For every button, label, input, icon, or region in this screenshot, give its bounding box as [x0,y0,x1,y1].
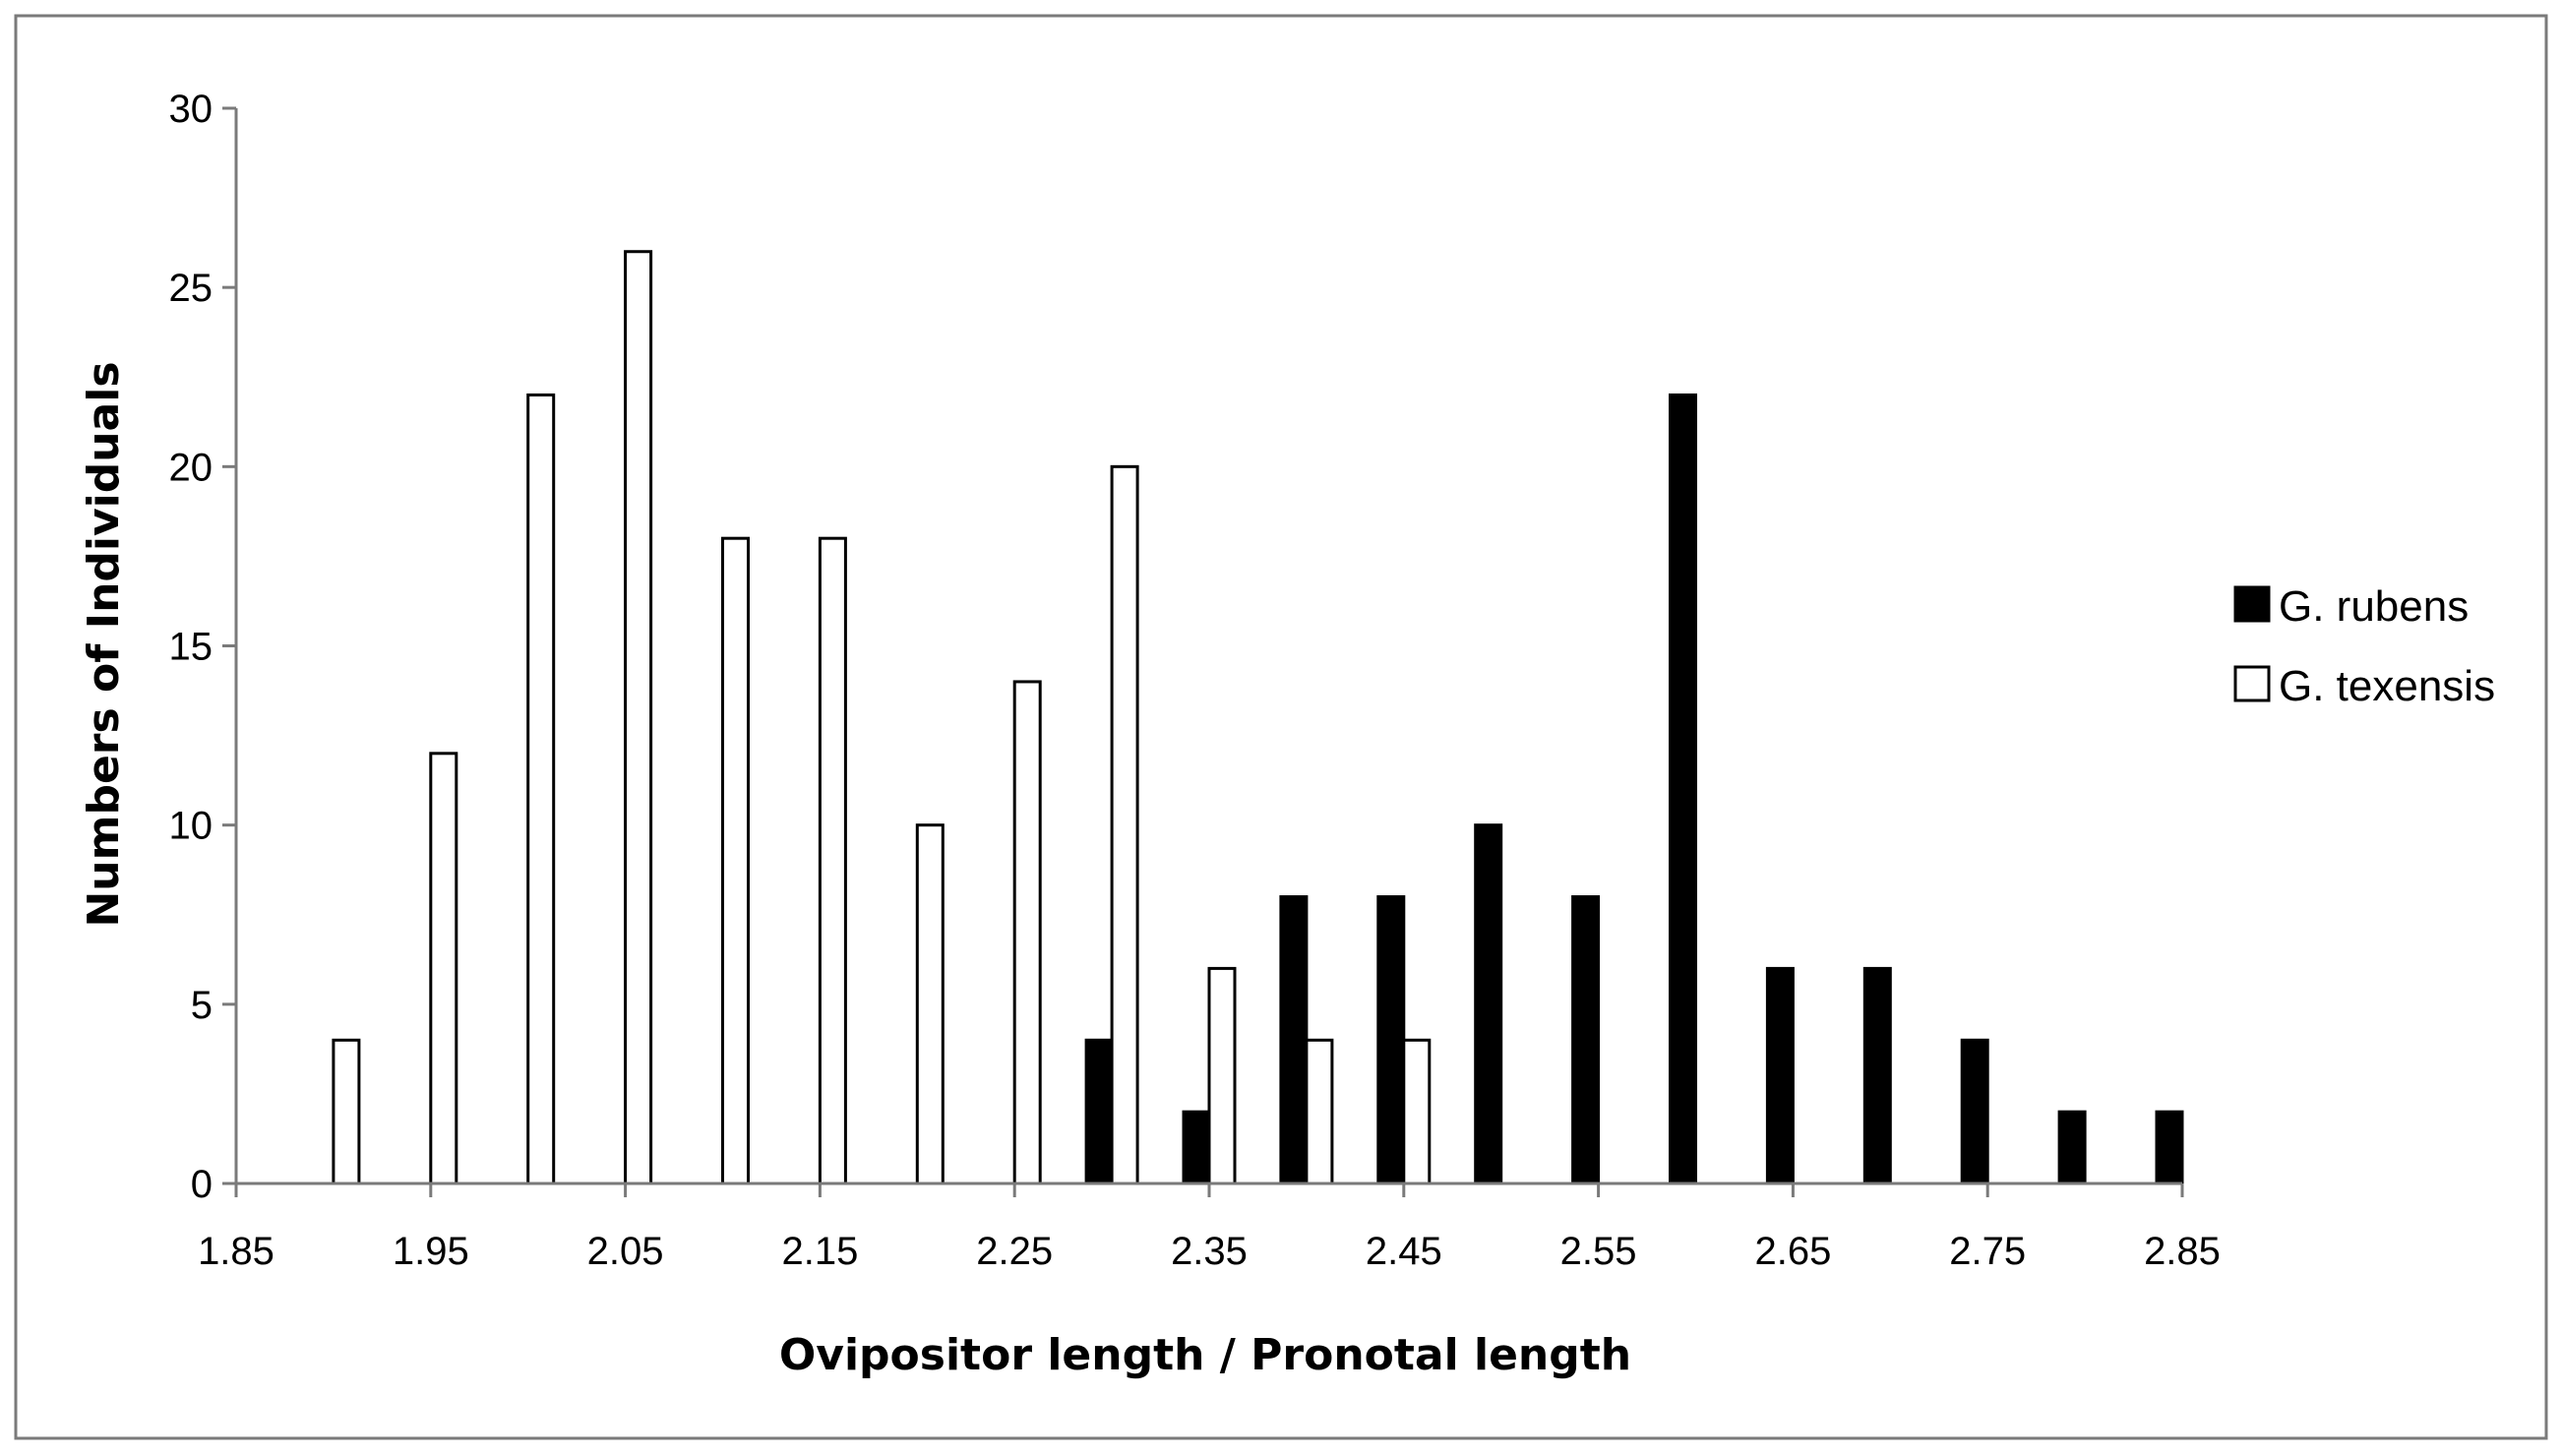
bar-g-rubens [1669,393,1697,1185]
x-tick-label: 1.85 [198,1230,274,1273]
x-tick-label: 2.35 [1171,1230,1248,1273]
bar-g-rubens [1960,1038,1989,1185]
x-tick-label: 2.85 [2144,1230,2221,1273]
y-tick-label: 5 [191,984,213,1027]
bar-g-rubens [2155,1110,2184,1185]
x-ticks-group: 1.85 1.95 2.05 2.15 2.25 2.35 2.45 2.55 2.65 2.75… [198,1183,2221,1273]
y-tick-label: 0 [191,1163,213,1206]
bar-g-rubens [1765,966,1795,1185]
bar-g-texensis [721,536,750,1185]
legend-label-texensis: G. texensis [2279,662,2495,710]
bar-g-texensis [1110,464,1139,1185]
bar-g-texensis [1305,1038,1334,1185]
legend-item-rubens: G. rubens [2233,582,2469,631]
x-tick-label: 2.55 [1560,1230,1637,1273]
y-tick-label: 25 [169,267,214,310]
x-tick-label: 2.05 [587,1230,664,1273]
x-tick-label: 2.15 [781,1230,858,1273]
x-tick-label: 2.45 [1366,1230,1442,1273]
legend-swatch-rubens [2233,585,2271,623]
bar-g-rubens [1376,895,1406,1185]
bar-g-texensis [526,393,556,1185]
chart-frame [14,14,2548,1440]
bar-g-texensis [624,250,653,1185]
bar-g-texensis [1012,680,1042,1185]
y-tick-label: 20 [169,446,214,489]
y-tick-label: 30 [169,88,214,131]
bar-g-texensis [1207,966,1237,1185]
bar-g-rubens [2057,1110,2087,1185]
legend-swatch-texensis [2233,665,2271,702]
bar-g-rubens [1182,1110,1211,1185]
x-tick-label: 2.65 [1754,1230,1831,1273]
bar-g-texensis [1402,1038,1432,1185]
bar-g-texensis [915,823,945,1185]
bar-g-texensis [332,1038,361,1185]
x-tick-label: 1.95 [393,1230,469,1273]
bar-g-texensis [818,536,847,1185]
bar-g-rubens [1279,895,1309,1185]
bars-group [332,250,2184,1185]
y-tick-label: 10 [169,805,214,848]
y-ticks-group: 0 5 10 15 20 25 30 [169,88,236,1206]
legend-item-texensis: G. texensis [2233,662,2495,710]
bar-g-rubens [1862,966,1892,1185]
x-tick-label: 2.25 [976,1230,1053,1273]
legend-label-rubens: G. rubens [2279,582,2469,631]
x-tick-label: 2.75 [1949,1230,2026,1273]
bar-g-texensis [429,752,458,1185]
y-axis-title: Numbers of Individuals [79,361,129,927]
bar-g-rubens [1474,823,1503,1185]
y-tick-label: 15 [169,626,214,669]
legend: G. rubens G. texensis [2233,582,2495,710]
bar-g-rubens [1084,1038,1114,1185]
bar-g-rubens [1571,895,1601,1185]
x-axis-title: Ovipositor length / Pronotal length [779,1330,1631,1380]
